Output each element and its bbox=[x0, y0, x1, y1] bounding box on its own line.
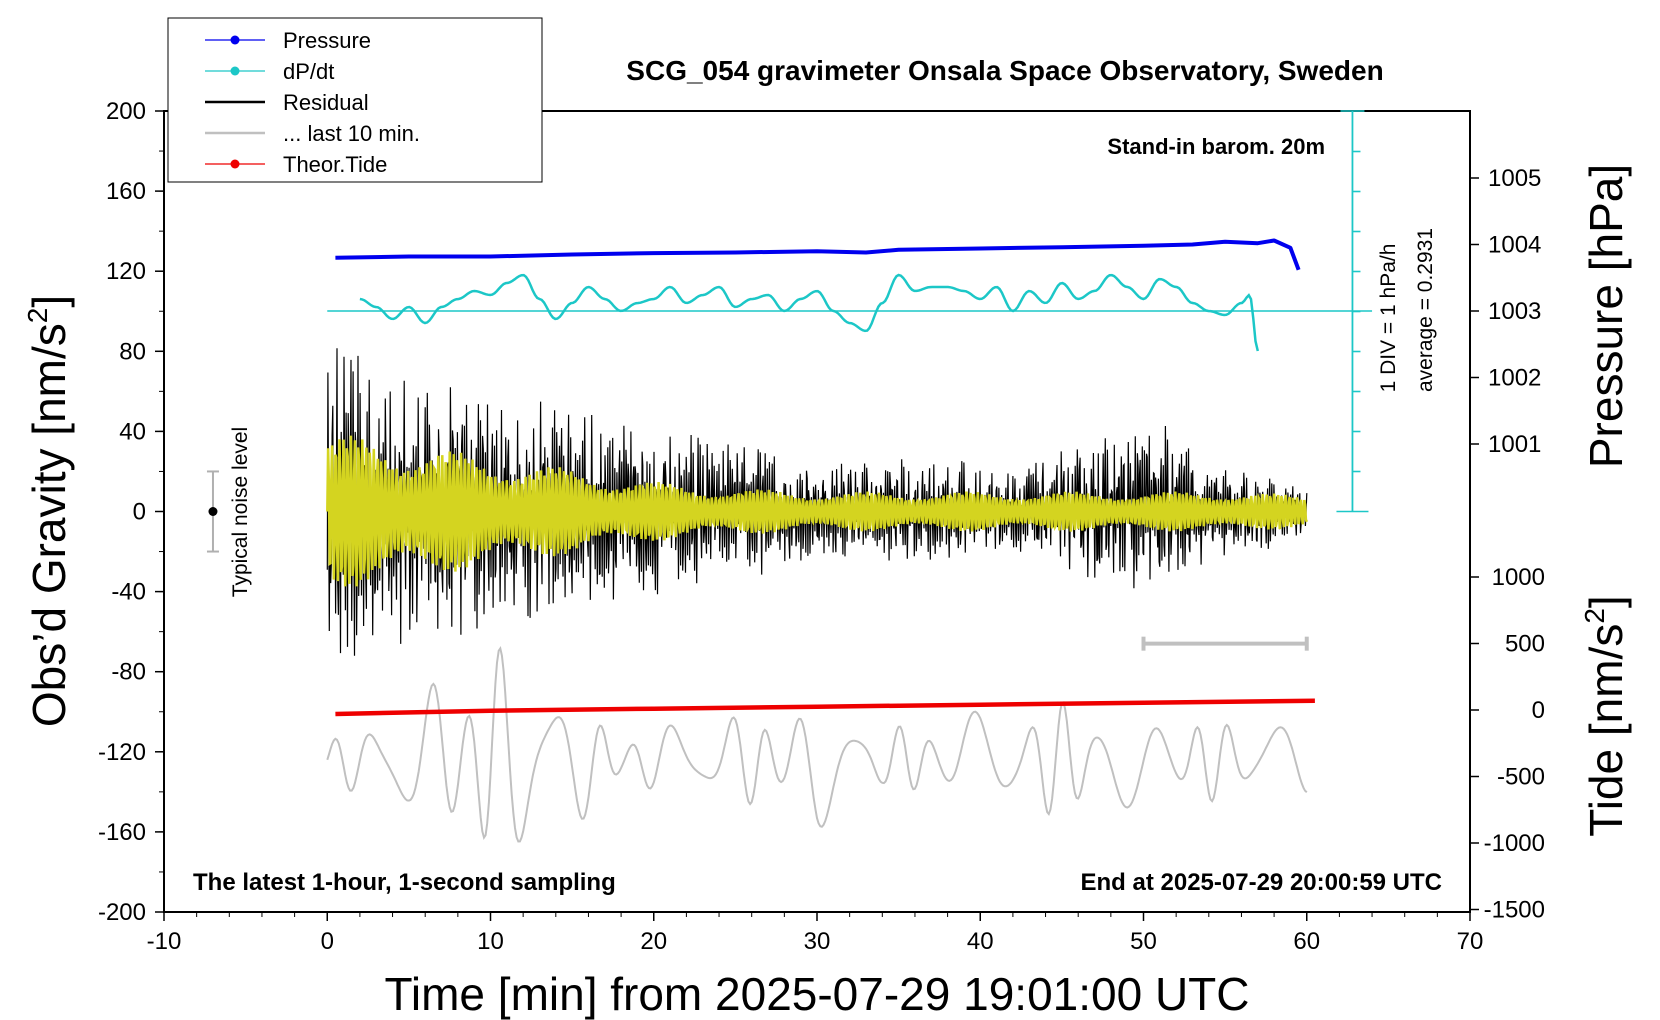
legend-swatch-marker bbox=[230, 35, 240, 45]
series-pressure bbox=[335, 238, 1301, 271]
y-tick-label: 160 bbox=[106, 178, 146, 205]
legend-swatch-marker bbox=[230, 159, 240, 169]
y-tick-label: 40 bbox=[119, 418, 146, 445]
y-axis-label-end: ] bbox=[23, 295, 75, 308]
y-axis-label-main: Obs’d Gravity [nm/s bbox=[23, 323, 75, 727]
pressure-tick-label: 1003 bbox=[1488, 298, 1541, 325]
y-tick-label: -200 bbox=[98, 899, 146, 926]
x-tick-label: 40 bbox=[967, 928, 994, 955]
div-label-group: 1 DIV = 1 hPa/h bbox=[1377, 244, 1400, 393]
average-label-group: average = 0.2931 bbox=[1414, 228, 1437, 392]
svg-text:Tide [nm/s2]: Tide [nm/s2] bbox=[1579, 595, 1632, 836]
tide-axis-label-sup: 2 bbox=[1579, 608, 1610, 624]
series-layer bbox=[206, 238, 1373, 843]
series-theor-tide bbox=[335, 698, 1315, 717]
pressure-tick-label: 1004 bbox=[1488, 232, 1541, 259]
series-dpdt bbox=[359, 273, 1260, 352]
tide-axis-label: Tide [nm/s2] bbox=[1579, 595, 1632, 836]
series-last-10-min bbox=[326, 645, 1308, 843]
x-tick-label: 70 bbox=[1457, 928, 1484, 955]
bottom-left-note: The latest 1-hour, 1-second sampling bbox=[193, 869, 616, 896]
legend-label: Theor.Tide bbox=[283, 152, 387, 177]
x-tick-label: 0 bbox=[321, 928, 334, 955]
chart-title: SCG_054 gravimeter Onsala Space Observat… bbox=[626, 55, 1383, 86]
legend-entry: Theor.Tide bbox=[205, 152, 387, 177]
dpdt-div-ruler bbox=[1336, 110, 1369, 513]
tide-tick-label: 500 bbox=[1505, 631, 1545, 658]
noise-bar-center bbox=[208, 507, 218, 516]
svg-text:Obs’d Gravity [nm/s2]: Obs’d Gravity [nm/s2] bbox=[22, 295, 75, 727]
tide-tick-label: 1000 bbox=[1492, 564, 1545, 591]
tide-tick-label: -1500 bbox=[1484, 897, 1545, 924]
y-tick-label: -40 bbox=[111, 579, 146, 606]
legend-entry: Residual bbox=[205, 90, 369, 115]
pressure-axis-label-text: Pressure [hPa] bbox=[1580, 164, 1632, 468]
pressure-tick-label: 1002 bbox=[1488, 365, 1541, 392]
y-axis-label-sup: 2 bbox=[22, 308, 53, 324]
y-tick-label: -160 bbox=[98, 819, 146, 846]
x-axis-ticks: -10 0 10 20 30 40 50 60 70 bbox=[147, 912, 1484, 955]
average-label: average = 0.2931 bbox=[1414, 228, 1437, 392]
tide-axis-label-main: Tide [nm/s bbox=[1580, 624, 1632, 837]
barometer-note: Stand-in barom. 20m bbox=[1107, 134, 1325, 159]
x-tick-label: 60 bbox=[1293, 928, 1320, 955]
tide-tick-label: 0 bbox=[1532, 697, 1545, 724]
noise-label: Typical noise level bbox=[229, 427, 252, 597]
x-tick-label: 50 bbox=[1130, 928, 1157, 955]
pressure-axis-label: Pressure [hPa] bbox=[1580, 164, 1632, 468]
series-yellow-overlay bbox=[326, 435, 1308, 587]
pressure-tick-label: 1005 bbox=[1488, 165, 1541, 192]
x-axis-label: Time [min] from 2025-07-29 19:01:00 UTC bbox=[385, 968, 1250, 1020]
y-tick-label: -80 bbox=[111, 659, 146, 686]
legend-label: Pressure bbox=[283, 28, 371, 53]
legend-entry: ... last 10 min. bbox=[205, 121, 420, 146]
y-tick-label: 80 bbox=[119, 338, 146, 365]
x-tick-label: -10 bbox=[147, 928, 182, 955]
div-label: 1 DIV = 1 hPa/h bbox=[1377, 244, 1400, 393]
legend-label: Residual bbox=[283, 90, 369, 115]
legend: Pressure dP/dt Residual ... last 10 min. The… bbox=[167, 17, 543, 183]
y-tick-label: -120 bbox=[98, 739, 146, 766]
legend-entry: Pressure bbox=[205, 28, 371, 53]
x-tick-label: 10 bbox=[477, 928, 504, 955]
tide-tick-label: -1000 bbox=[1484, 830, 1545, 857]
legend-label: ... last 10 min. bbox=[283, 121, 420, 146]
pressure-axis-ticks: 1001 1002 1003 1004 1005 bbox=[1470, 165, 1541, 458]
tide-tick-label: -500 bbox=[1497, 764, 1545, 791]
x-tick-label: 30 bbox=[804, 928, 831, 955]
y-tick-label: 0 bbox=[133, 499, 146, 526]
noise-label-group: Typical noise level bbox=[229, 427, 252, 597]
bottom-right-note: End at 2025-07-29 20:00:59 UTC bbox=[1081, 869, 1443, 896]
y-tick-label: 120 bbox=[106, 258, 146, 285]
legend-entry: dP/dt bbox=[205, 59, 334, 84]
legend-label: dP/dt bbox=[283, 59, 334, 84]
y-tick-label: 200 bbox=[106, 98, 146, 125]
tide-axis-ticks: 1000 500 0 -500 -1000 -1500 bbox=[1470, 564, 1545, 924]
legend-box bbox=[167, 17, 543, 183]
legend-swatch-marker bbox=[230, 66, 240, 76]
tide-axis-label-end: ] bbox=[1580, 595, 1632, 608]
pressure-tick-label: 1001 bbox=[1488, 431, 1541, 458]
y-axis-label-left: Obs’d Gravity [nm/s2] bbox=[22, 295, 75, 727]
y-axis-ticks: -200 -160 -120 -80 -40 0 40 80 120 160 200 bbox=[98, 98, 164, 926]
x-tick-label: 20 bbox=[640, 928, 667, 955]
